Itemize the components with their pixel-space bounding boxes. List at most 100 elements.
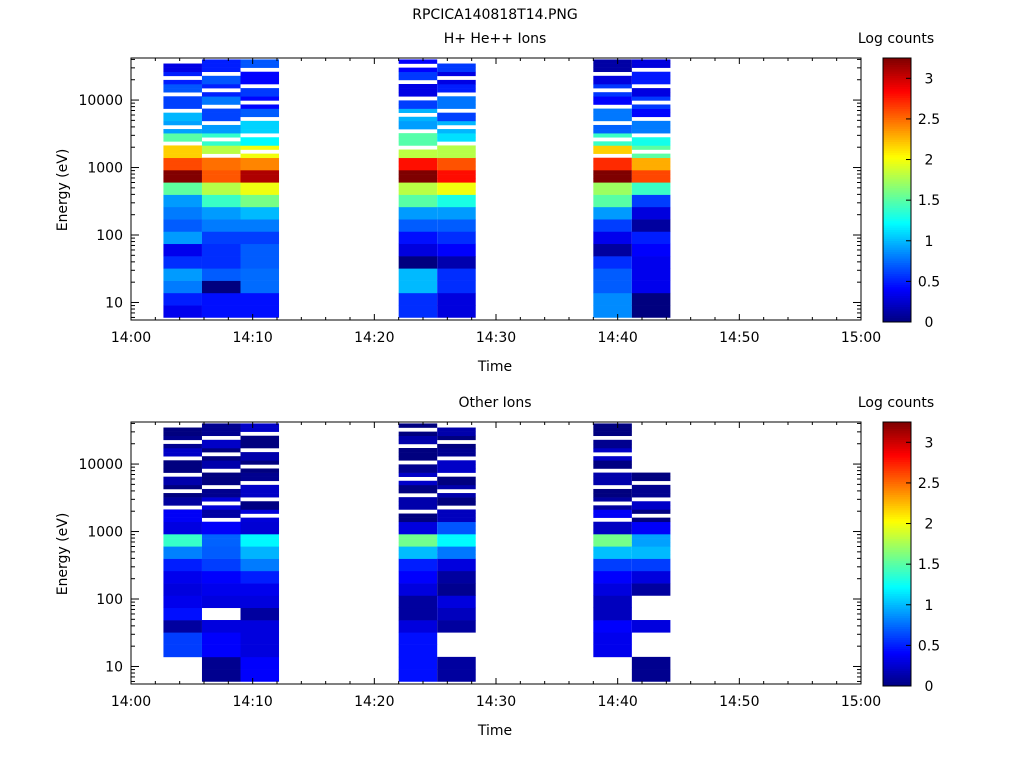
colorbar-segment: [883, 108, 911, 112]
heatmap-cell: [437, 137, 476, 142]
heatmap-cell: [240, 452, 280, 457]
colorbar-segment: [883, 556, 911, 559]
colorbar-segment: [883, 466, 911, 469]
heatmap-cell: [163, 570, 202, 584]
heatmap-cell: [437, 607, 476, 621]
colorbar-tick-label: 2.5: [918, 476, 940, 492]
heatmap-cell: [593, 124, 632, 130]
colorbar-segment: [883, 441, 911, 445]
heatmap-cell: [201, 546, 241, 551]
colorbar-segment: [883, 115, 911, 118]
heatmap-cell: [163, 182, 202, 187]
colorbar-segment: [883, 203, 911, 206]
colorbar-segment: [883, 284, 911, 288]
heatmap-cell: [163, 231, 202, 245]
heatmap-cell: [437, 509, 476, 514]
heatmap-cell: [631, 570, 671, 584]
heatmap-cell: [593, 280, 632, 294]
heatmap-cell: [163, 112, 202, 118]
heatmap-cell: [201, 129, 241, 134]
heatmap-cell: [437, 206, 476, 220]
colorbar-segment: [883, 130, 911, 134]
x-tick-label: 14:50: [719, 694, 759, 710]
heatmap-cell: [201, 292, 241, 306]
heatmap-cell: [631, 558, 671, 572]
x-ticks: 14:00 14:10 14:20 14:30 14:40 14:50 15:00: [111, 58, 881, 346]
heatmap-cell: [163, 480, 202, 486]
heatmap-cell: [201, 305, 241, 318]
colorbar-segment: [883, 637, 911, 641]
colorbar-segment: [883, 439, 911, 443]
heatmap-cell: [398, 268, 438, 281]
heatmap-cell: [163, 153, 202, 159]
heatmap-cell: [240, 219, 280, 232]
y-tick-label: 1000: [87, 161, 123, 177]
heatmap-cell: [593, 243, 632, 257]
colorbar-segment: [883, 183, 911, 186]
heatmap-cell: [240, 190, 280, 195]
heatmap-cell: [631, 165, 671, 171]
colorbar-segment: [883, 121, 911, 125]
colorbar-segment: [883, 617, 911, 621]
y-tick-label: 10: [105, 659, 123, 675]
heatmap-cell: [437, 460, 476, 465]
heatmap-cell: [437, 153, 476, 159]
heatmap-cell: [398, 554, 438, 559]
heatmap-cell: [240, 554, 280, 559]
panel-title: Other Ions: [458, 395, 531, 411]
colorbar-segment: [883, 472, 911, 476]
heatmap-cell: [437, 145, 476, 150]
x-tick-label: 14:40: [597, 694, 637, 710]
heatmap-cell: [593, 182, 632, 187]
colorbar-tick-label: 3: [925, 71, 934, 87]
colorbar-segment: [883, 236, 911, 239]
heatmap-cell: [631, 554, 671, 559]
colorbar-segment: [883, 209, 911, 213]
heatmap-cell: [163, 96, 202, 101]
heatmap-cell: [593, 141, 632, 146]
heatmap-cell: [437, 525, 476, 531]
heatmap-cell: [398, 452, 438, 457]
heatmap-cell: [631, 243, 671, 257]
colorbar-segment: [883, 547, 911, 550]
heatmap-cell: [163, 186, 202, 191]
heatmap-cell: [201, 231, 241, 245]
heatmap-cell: [240, 178, 280, 183]
colorbar-segment: [883, 639, 911, 643]
heatmap-cell: [240, 439, 280, 445]
heatmap-cell: [593, 79, 632, 85]
colorbar-segment: [883, 455, 911, 458]
heatmap-cell: [240, 427, 280, 432]
heatmap-cell: [631, 190, 671, 195]
heatmap-cell: [398, 607, 438, 621]
colorbar-segment: [883, 295, 911, 299]
heatmap-cell: [163, 595, 202, 609]
colorbar-segment: [883, 262, 911, 266]
heatmap-cell: [163, 129, 202, 134]
colorbar-segment: [883, 582, 911, 586]
heatmap-cell: [201, 521, 241, 527]
heatmap-cell: [201, 476, 241, 482]
heatmap-cell: [398, 521, 438, 527]
heatmap-cell: [437, 161, 476, 167]
heatmap-cell: [593, 219, 632, 232]
colorbar-segment: [883, 672, 911, 676]
heatmap-cell: [398, 92, 438, 97]
heatmap-cell: [163, 161, 202, 167]
colorbar-segment: [883, 291, 911, 294]
heatmap-cell: [201, 190, 241, 195]
x-tick-label: 14:50: [719, 330, 759, 346]
heatmap-cell: [398, 280, 438, 294]
heatmap-cell: [398, 534, 438, 539]
colorbar-segment: [883, 231, 911, 235]
heatmap-cell: [398, 256, 438, 269]
colorbar-segment: [883, 424, 911, 427]
heatmap-cell: [163, 174, 202, 179]
colorbar-segment: [883, 80, 911, 83]
heatmap-cell: [593, 464, 632, 469]
heatmap-cell: [398, 472, 438, 477]
heatmap-cell: [437, 96, 476, 101]
x-tick-label: 15:00: [841, 694, 881, 710]
heatmap-cell: [398, 133, 438, 138]
heatmap-cell: [201, 108, 241, 113]
